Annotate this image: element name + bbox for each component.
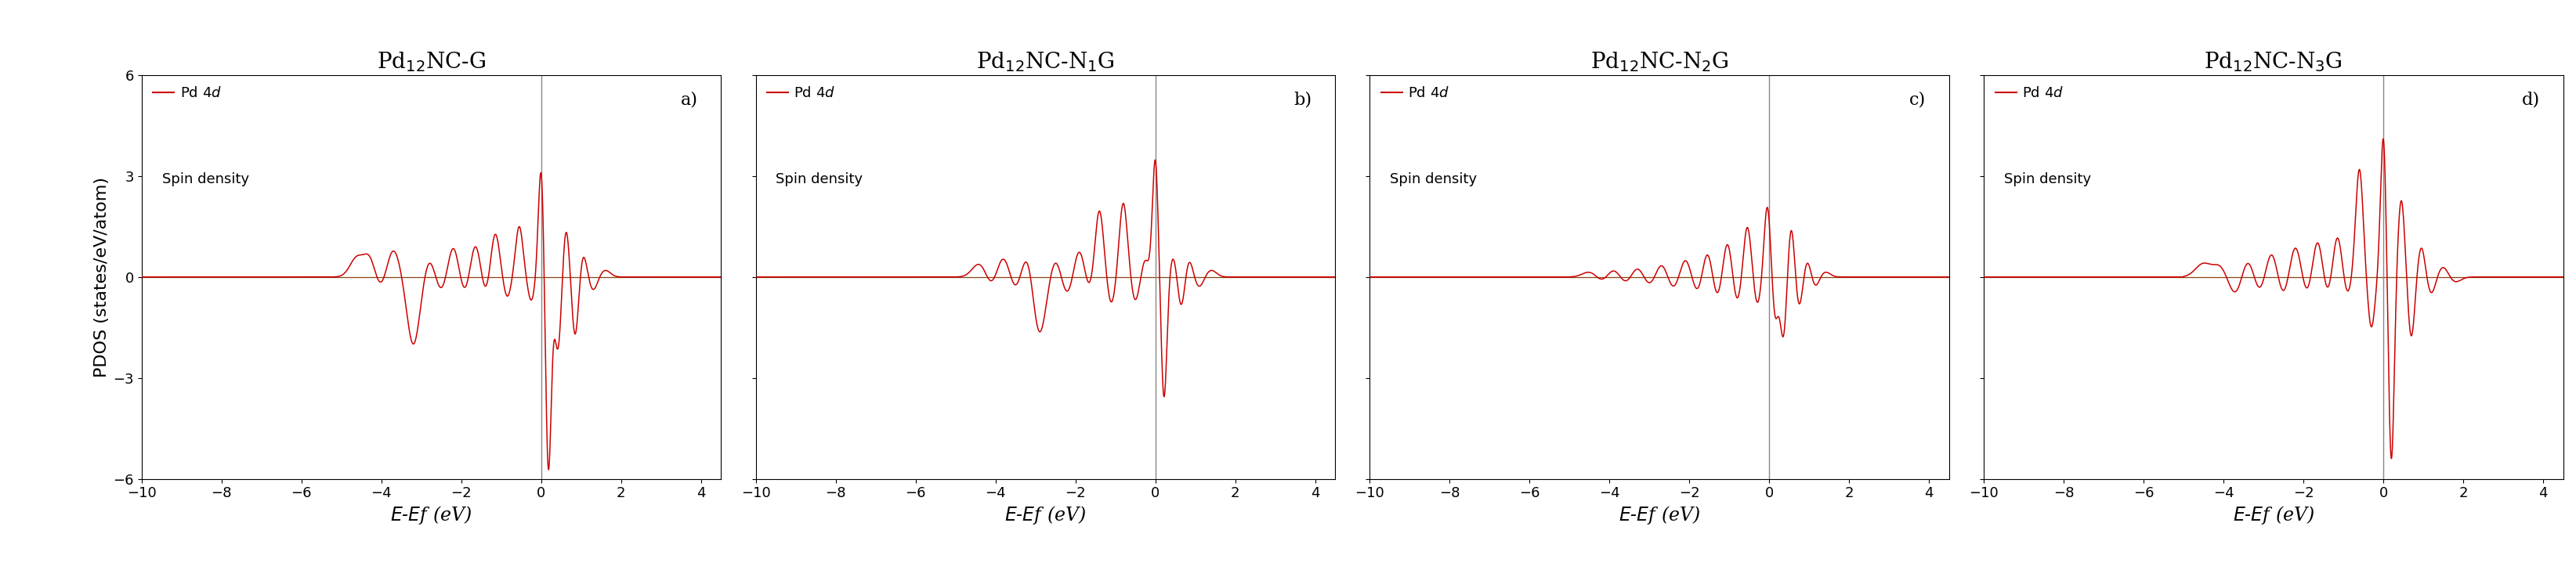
Text: b): b) [1293, 91, 1311, 108]
Text: c): c) [1909, 91, 1927, 108]
Legend: Pd 4$d$: Pd 4$d$ [1991, 82, 2069, 104]
Y-axis label: PDOS (states/eV/atom): PDOS (states/eV/atom) [95, 177, 111, 377]
Title: Pd$_{12}$NC-N$_2$G: Pd$_{12}$NC-N$_2$G [1589, 50, 1728, 74]
Text: Spin density: Spin density [2004, 172, 2092, 186]
Text: Spin density: Spin density [162, 172, 250, 186]
Text: a): a) [680, 91, 698, 108]
X-axis label: $E$-$E$f (eV): $E$-$E$f (eV) [1005, 504, 1087, 526]
Title: Pd$_{12}$NC-N$_3$G: Pd$_{12}$NC-N$_3$G [2205, 50, 2342, 74]
X-axis label: $E$-$E$f (eV): $E$-$E$f (eV) [392, 504, 471, 526]
X-axis label: $E$-$E$f (eV): $E$-$E$f (eV) [2233, 504, 2313, 526]
Title: Pd$_{12}$NC-N$_1$G: Pd$_{12}$NC-N$_1$G [976, 50, 1115, 74]
Legend: Pd 4$d$: Pd 4$d$ [1376, 82, 1453, 104]
Legend: Pd 4$d$: Pd 4$d$ [762, 82, 840, 104]
Text: d): d) [2522, 91, 2540, 108]
Title: Pd$_{12}$NC-G: Pd$_{12}$NC-G [376, 50, 487, 74]
X-axis label: $E$-$E$f (eV): $E$-$E$f (eV) [1618, 504, 1700, 526]
Text: Spin density: Spin density [1391, 172, 1476, 186]
Legend: Pd 4$d$: Pd 4$d$ [149, 82, 227, 104]
Text: Spin density: Spin density [775, 172, 863, 186]
